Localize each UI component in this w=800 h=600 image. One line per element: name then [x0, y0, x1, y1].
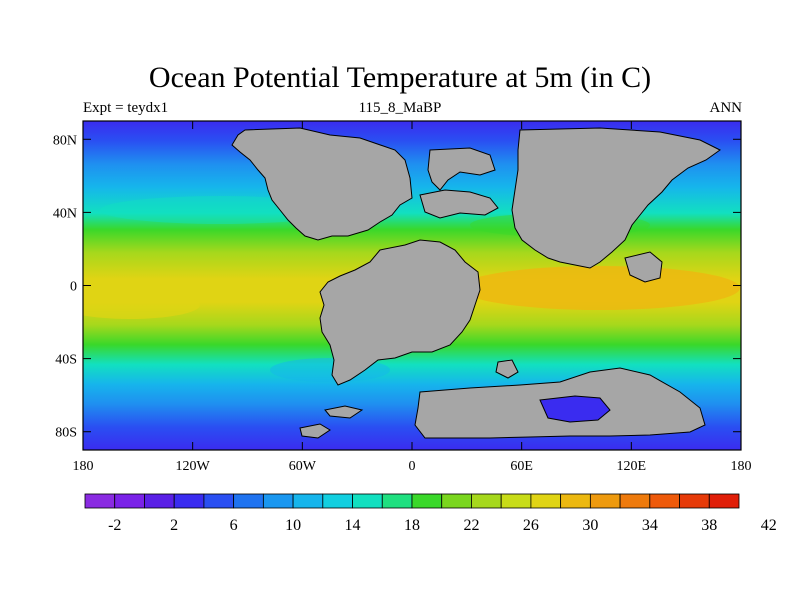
landmass-island-3: [495, 359, 519, 379]
colorbar-label: 42: [761, 517, 777, 534]
landmass-north-atlantic: [427, 147, 496, 191]
colorbar-swatch: [203, 493, 235, 509]
colorbar-swatch: [381, 493, 413, 509]
lat-tick-label: 0: [70, 280, 77, 295]
colorbar: -2 2 6 10 14 18 22 26 30 34 38 42: [84, 493, 777, 534]
landmass-europe: [419, 189, 499, 219]
lat-tick-label: 40S: [55, 353, 77, 368]
longitude-axis: 180 120W 60W 0 60E 120E 180: [73, 121, 752, 474]
lon-tick-label: 60W: [289, 459, 317, 474]
colorbar-swatch: [649, 493, 680, 509]
landmass-island-1: [299, 423, 331, 439]
colorbar-swatch: [144, 493, 175, 509]
lon-tick-label: 0: [409, 459, 416, 474]
colorbar-swatch: [322, 493, 353, 509]
landmass-india: [624, 251, 663, 283]
colorbar-swatch: [84, 493, 116, 509]
lon-tick-label: 180: [73, 459, 94, 474]
period-label: 115_8_MaBP: [358, 100, 442, 116]
colorbar-label: 14: [345, 517, 361, 534]
colorbar-label: 34: [642, 517, 658, 534]
lon-tick-label: 180: [731, 459, 752, 474]
colorbar-swatch: [471, 493, 502, 509]
colorbar-swatch: [411, 493, 443, 509]
colorbar-swatch: [352, 493, 383, 509]
experiment-label: Expt = teydx1: [83, 100, 169, 116]
landmass-island-2: [324, 405, 364, 419]
colorbar-swatch: [500, 493, 532, 509]
lat-tick-label: 40N: [53, 206, 77, 221]
colorbar-swatch: [679, 493, 710, 509]
colorbar-swatch: [560, 493, 591, 509]
colorbar-label: 38: [701, 517, 717, 534]
lon-tick-label: 60E: [510, 459, 533, 474]
colorbar-label: 26: [523, 517, 539, 534]
lat-tick-label: 80N: [53, 133, 77, 148]
chart-title: Ocean Potential Temperature at 5m (in C): [148, 61, 652, 94]
colorbar-label: 22: [463, 517, 479, 534]
landmass-north-america: [231, 127, 413, 241]
colorbar-label: 30: [582, 517, 598, 534]
lon-tick-label: 120E: [617, 459, 647, 474]
colorbar-label: -2: [108, 517, 121, 534]
colorbar-swatch: [619, 493, 651, 509]
colorbar-label: 6: [230, 517, 238, 534]
colorbar-swatch: [292, 493, 324, 509]
season-label: ANN: [709, 100, 743, 116]
colorbar-swatch: [173, 493, 205, 509]
colorbar-swatch: [530, 493, 562, 509]
colorbar-swatch: [233, 493, 264, 509]
colorbar-swatch: [589, 493, 621, 509]
colorbar-label: 18: [404, 517, 420, 534]
colorbar-swatch: [114, 493, 145, 509]
colorbar-swatch: [708, 493, 740, 509]
colorbar-swatch: [441, 493, 472, 509]
colorbar-label: 2: [170, 517, 178, 534]
colorbar-label: 10: [285, 517, 301, 534]
latitude-axis: 80N 40N 0 40S 80S: [53, 133, 741, 441]
cold-inland-sea: [539, 395, 611, 423]
landmass-gondwana-west: [319, 239, 481, 386]
colorbar-swatch: [262, 493, 294, 509]
lon-tick-label: 120W: [176, 459, 211, 474]
lat-tick-label: 80S: [55, 426, 77, 441]
land-masses: [231, 127, 721, 439]
landmass-asia: [511, 127, 721, 269]
